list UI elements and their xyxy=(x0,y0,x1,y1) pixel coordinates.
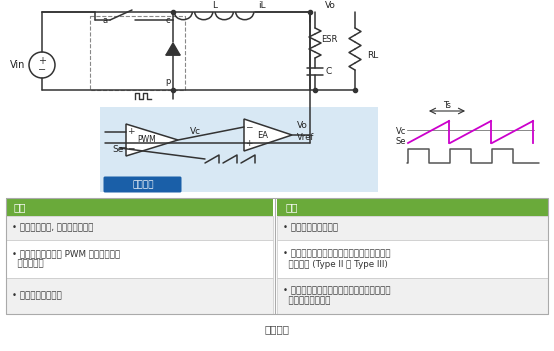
Text: iL: iL xyxy=(258,0,266,9)
Polygon shape xyxy=(166,43,180,55)
Text: −: − xyxy=(245,122,253,132)
Text: 電壓模式: 電壓模式 xyxy=(132,180,154,189)
Text: Se: Se xyxy=(396,137,406,146)
Bar xyxy=(6,216,273,240)
Text: 圖（一）: 圖（一） xyxy=(264,324,290,334)
Text: Vref: Vref xyxy=(297,132,314,141)
Bar xyxy=(90,16,185,90)
Text: Se: Se xyxy=(112,146,124,154)
Text: • 單一回授路徑, 簡化控制器設計: • 單一回授路徑, 簡化控制器設計 xyxy=(12,224,94,232)
Bar xyxy=(277,198,548,216)
Bar xyxy=(6,278,273,314)
Text: −: − xyxy=(127,144,135,152)
Bar xyxy=(277,240,548,278)
Bar xyxy=(100,107,378,192)
Text: ESR: ESR xyxy=(321,35,337,45)
Text: −: − xyxy=(38,66,46,75)
Text: Vo: Vo xyxy=(297,121,308,131)
Text: 缺點: 缺點 xyxy=(285,202,297,212)
Text: 優點: 優點 xyxy=(14,202,27,212)
Text: PWM: PWM xyxy=(137,135,156,145)
Text: Ts: Ts xyxy=(443,101,451,111)
Text: C: C xyxy=(325,67,331,77)
Text: • 誤差放大器增益被輸入電壓影響，達到寬輸
  入電壓設計有挑戰: • 誤差放大器增益被輸入電壓影響，達到寬輸 入電壓設計有挑戰 xyxy=(283,286,391,306)
Text: Vc: Vc xyxy=(190,127,201,137)
Text: Vo: Vo xyxy=(325,1,336,11)
Bar xyxy=(277,278,548,314)
Text: • 由電感器與輸出電容產生雙極點，補償迴路
  不易設計 (Type II 或 Type III): • 由電感器與輸出電容產生雙極點，補償迴路 不易設計 (Type II 或 Ty… xyxy=(283,249,391,269)
Polygon shape xyxy=(244,119,292,151)
Text: • 較常見在早期設計: • 較常見在早期設計 xyxy=(12,291,62,300)
Bar xyxy=(6,198,273,216)
Text: +: + xyxy=(127,127,135,137)
FancyBboxPatch shape xyxy=(104,177,182,192)
Text: RL: RL xyxy=(367,51,378,60)
Text: • 補償迴路速度常較慢: • 補償迴路速度常較慢 xyxy=(283,224,338,232)
Text: L: L xyxy=(213,0,218,9)
Text: Vc: Vc xyxy=(396,126,406,135)
Text: +: + xyxy=(38,57,46,66)
Text: p: p xyxy=(165,78,171,86)
Bar xyxy=(277,216,548,240)
Text: • 有較大的三角波在 PWM 輸入端，降低
  占空比誤差: • 有較大的三角波在 PWM 輸入端，降低 占空比誤差 xyxy=(12,249,120,269)
Text: c: c xyxy=(166,16,170,25)
Text: Vin: Vin xyxy=(9,60,25,70)
Text: +: + xyxy=(245,139,253,147)
Polygon shape xyxy=(126,124,178,156)
Bar xyxy=(6,240,273,278)
Text: EA: EA xyxy=(258,131,269,139)
Text: a: a xyxy=(102,16,107,25)
Bar xyxy=(6,198,548,314)
